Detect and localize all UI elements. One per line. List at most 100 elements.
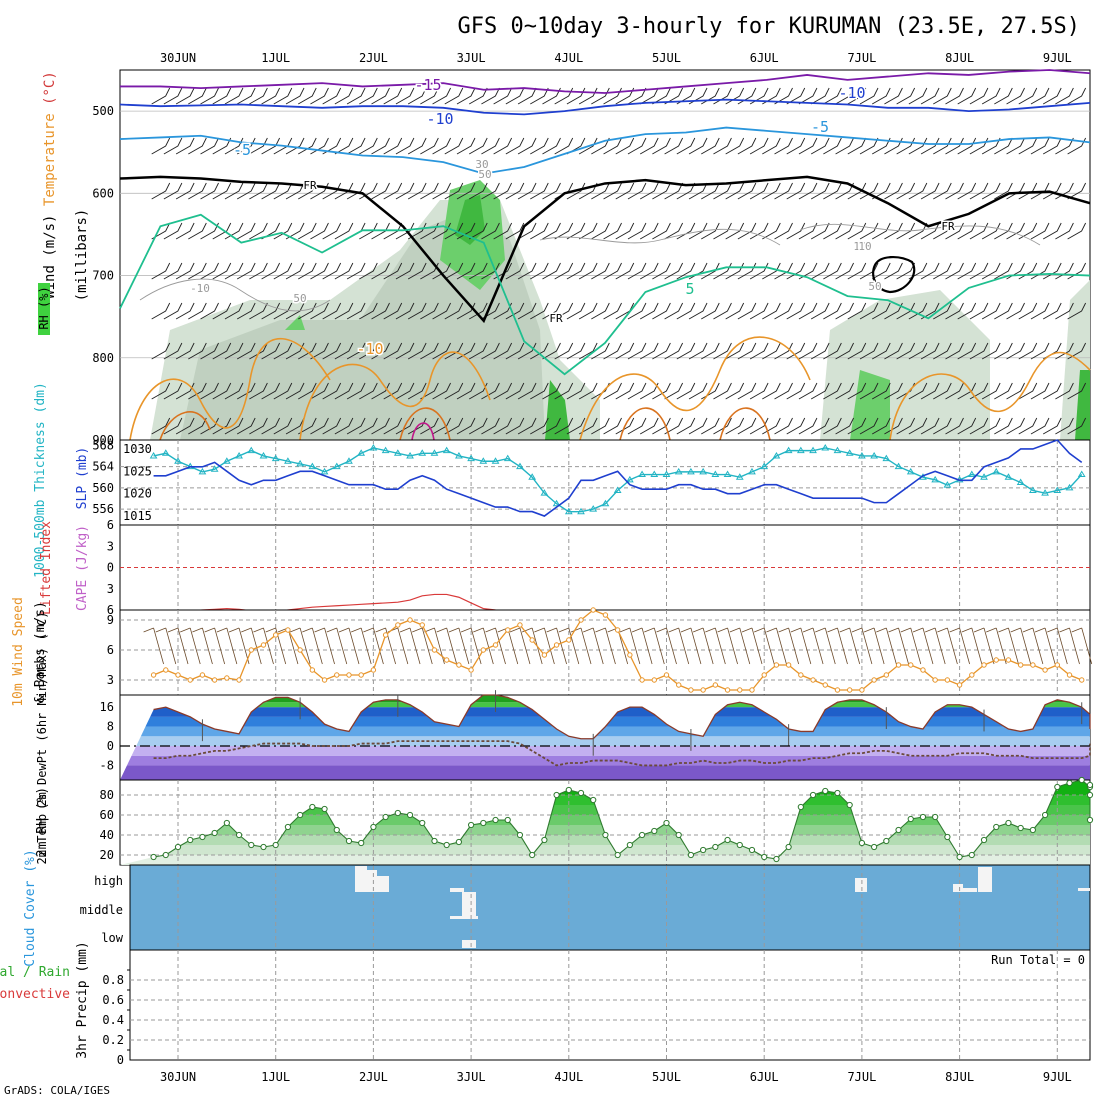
y-tick-label: 0: [107, 739, 114, 753]
surface-wind-barb: [949, 627, 970, 665]
wind-barb: [554, 417, 574, 435]
wind-barb: [346, 342, 366, 360]
rh-point: [211, 829, 218, 837]
wind-barb: [664, 302, 684, 320]
wind-speed-point: [761, 672, 767, 678]
wind-barb: [627, 182, 647, 200]
wind-barb: [334, 382, 354, 400]
surface-wind-barb: [1010, 627, 1032, 665]
wind-barb: [188, 222, 207, 240]
thickness-point: [650, 470, 659, 478]
date-label-top: 8JUL: [945, 51, 974, 65]
wind-barb: [566, 262, 586, 280]
wind-barb: [505, 137, 525, 155]
rh-point: [858, 839, 866, 847]
wind-barb: [713, 137, 732, 155]
wind-barb: [468, 382, 488, 400]
wind-barb: [639, 417, 659, 435]
wind-barb: [554, 382, 574, 400]
rh-point: [1086, 791, 1094, 799]
wind-barb: [175, 382, 195, 400]
axis-title-part: Wind (m/s): [42, 206, 58, 299]
rh-point: [150, 853, 157, 861]
wind-speed-point: [614, 627, 621, 633]
cloud-cover-panel: high middle low: [80, 864, 1091, 951]
y-tick-label: 40: [100, 828, 114, 842]
wind-speed-point: [370, 667, 377, 673]
wind-barb: [322, 417, 342, 435]
cloud-gap: [963, 888, 977, 892]
y-axis-titles: Wind (m/s) Temperature (°C) (millibars) …: [0, 71, 90, 1059]
wind-barb: [505, 262, 525, 280]
surface-wind-barb: [155, 627, 177, 665]
wind-speed-point: [541, 652, 548, 658]
wind-barb: [188, 302, 207, 320]
wind-barb: [505, 222, 525, 240]
wind-speed-point: [273, 632, 279, 638]
date-label-top: 6JUL: [750, 51, 779, 65]
wind-barb: [566, 302, 586, 320]
wind-barb: [200, 382, 219, 400]
rh-point: [626, 841, 633, 849]
axis-title: 10m Wind Speed: [11, 597, 26, 707]
wind-barb: [688, 417, 708, 435]
wind-speed-point: [492, 642, 499, 648]
thickness-point: [210, 465, 219, 472]
wind-barb: [200, 302, 219, 320]
cloud-gap: [462, 940, 476, 948]
rh-point: [333, 826, 340, 834]
wind-barb: [359, 87, 378, 105]
y-tick-label: 560: [92, 481, 114, 495]
wind-barb: [175, 262, 195, 280]
wind-barb: [334, 262, 354, 280]
wind-barb: [542, 342, 561, 360]
thickness-point: [906, 467, 915, 475]
surface-wind-barb: [705, 627, 726, 665]
wind-barb: [969, 222, 989, 240]
wind-barb: [175, 222, 195, 240]
wind-barb: [749, 137, 769, 155]
surface-wind-barb: [143, 627, 164, 665]
wind-barb: [835, 262, 854, 280]
wind-barb: [627, 342, 647, 360]
wind-barb: [493, 182, 513, 200]
wind-barb: [994, 182, 1013, 200]
wind-barb: [933, 382, 952, 400]
wind-barb: [627, 302, 647, 320]
wind-barb: [652, 182, 671, 200]
axis-title-part: Cloud Cover (%): [23, 849, 38, 966]
rh-point: [382, 813, 389, 821]
wind-barb: [236, 417, 256, 435]
contour-label: FR: [549, 312, 563, 325]
thickness-point: [235, 451, 243, 459]
wind-barb: [896, 342, 916, 360]
wind-barb: [151, 342, 171, 360]
wind-barb: [530, 302, 549, 320]
wind-barb: [505, 417, 525, 435]
wind-barb: [505, 382, 525, 400]
wind-barb: [603, 222, 622, 240]
wind-barb: [163, 222, 183, 240]
surface-wind-barb: [668, 627, 690, 665]
wind-barb: [627, 222, 647, 240]
wind-barb: [591, 302, 610, 320]
wind-barb: [444, 87, 464, 105]
surface-wind-barb: [399, 627, 421, 665]
wind-speed-point: [737, 687, 743, 693]
wind-barb: [359, 342, 378, 360]
wind-barb: [554, 342, 574, 360]
rh-point: [248, 841, 255, 849]
wind-barb: [933, 182, 952, 200]
wind-barb: [603, 182, 622, 200]
surface-wind-barb: [1034, 627, 1056, 665]
warm-contour: [299, 351, 491, 441]
wind-barb: [871, 182, 891, 200]
surface-wind-barb: [741, 627, 763, 665]
wind-barb: [310, 417, 329, 435]
rh-point: [577, 789, 585, 797]
wind-barb: [664, 417, 684, 435]
wind-barb: [456, 87, 476, 105]
wind-barb: [713, 262, 732, 280]
rh-contour: [799, 223, 1041, 246]
axis-title: CAPE (J/kg): [75, 525, 90, 611]
